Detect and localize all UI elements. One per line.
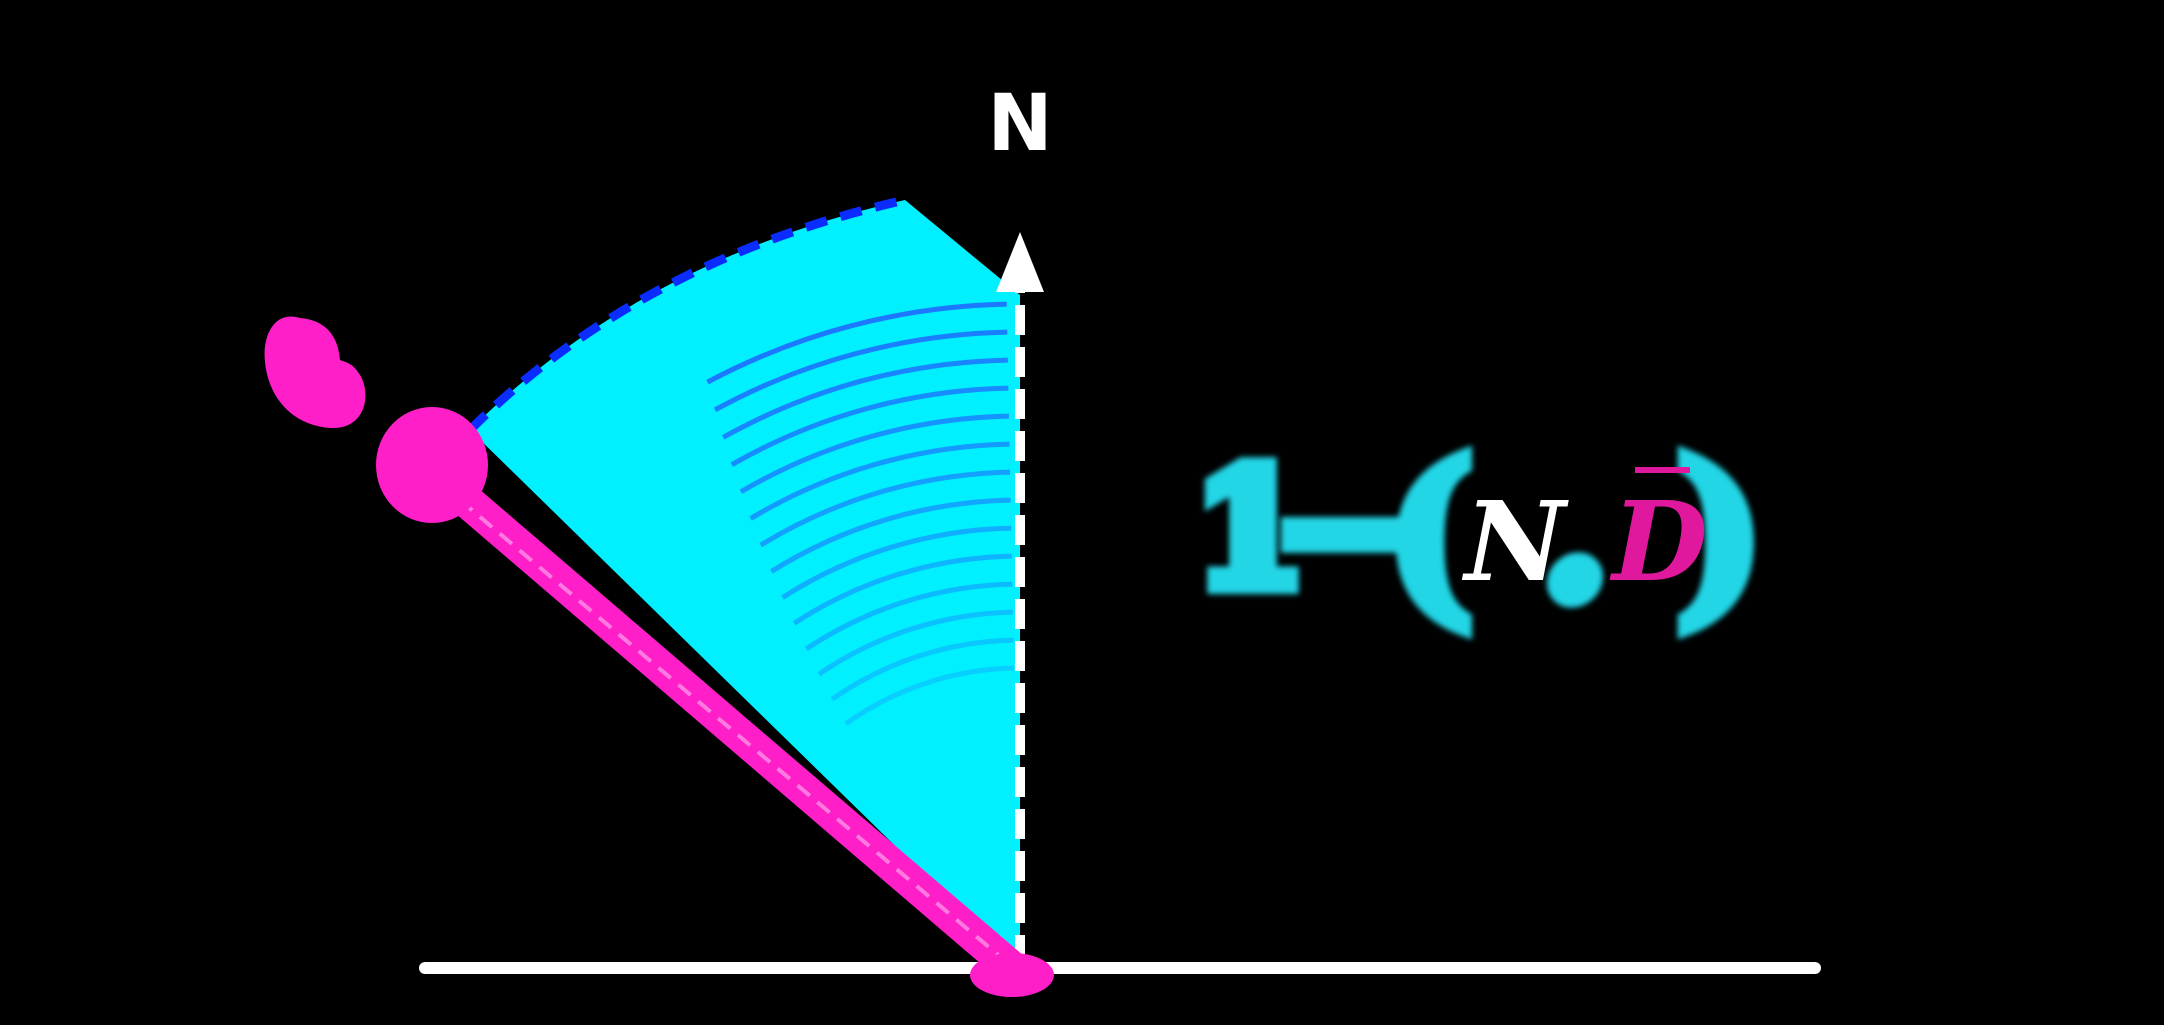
- direction-ray-tip: [970, 953, 1054, 997]
- formula: 1 − ( . ) N D: [1185, 407, 1772, 652]
- formula-minus-glow: −: [1273, 435, 1407, 623]
- normal-label: N: [987, 79, 1052, 169]
- normal-arrowhead: [996, 232, 1044, 292]
- formula-one-glow: 1: [1194, 435, 1305, 623]
- sweep-arc-line: [749, 441, 1010, 521]
- sweep-arc-line: [706, 301, 1007, 385]
- formula-d: D: [1609, 477, 1707, 606]
- sweep-arc-line: [792, 553, 1012, 626]
- direction-ray-dash: [458, 498, 1012, 967]
- sweep-arc-line: [781, 525, 1012, 600]
- sweep-arc-line: [713, 329, 1008, 413]
- sweep-arc-line: [730, 385, 1009, 467]
- formula-dot-glow: .: [1542, 417, 1608, 640]
- sweep-arc-line: [830, 637, 1014, 702]
- heart-icon: [264, 316, 366, 429]
- sweep-arc-line: [759, 469, 1011, 548]
- sweep-arc-lines: [706, 301, 1015, 726]
- sweep-arc-line: [721, 357, 1008, 440]
- sweep-arc-line: [804, 581, 1013, 651]
- formula-close-paren-glow: ): [1675, 422, 1765, 645]
- sweep-arc-line: [739, 413, 1010, 494]
- formula-glow: 1 − ( . ): [1185, 407, 1772, 652]
- formula-open-paren-glow: (: [1385, 422, 1475, 645]
- sweep-wedge: [470, 200, 1020, 968]
- sweep-arc-line: [817, 609, 1013, 677]
- formula-n: N: [1462, 477, 1569, 606]
- direction-ray-origin: [376, 407, 488, 523]
- sweep-arc-line: [770, 497, 1011, 574]
- sweep-arc-line: [844, 665, 1015, 726]
